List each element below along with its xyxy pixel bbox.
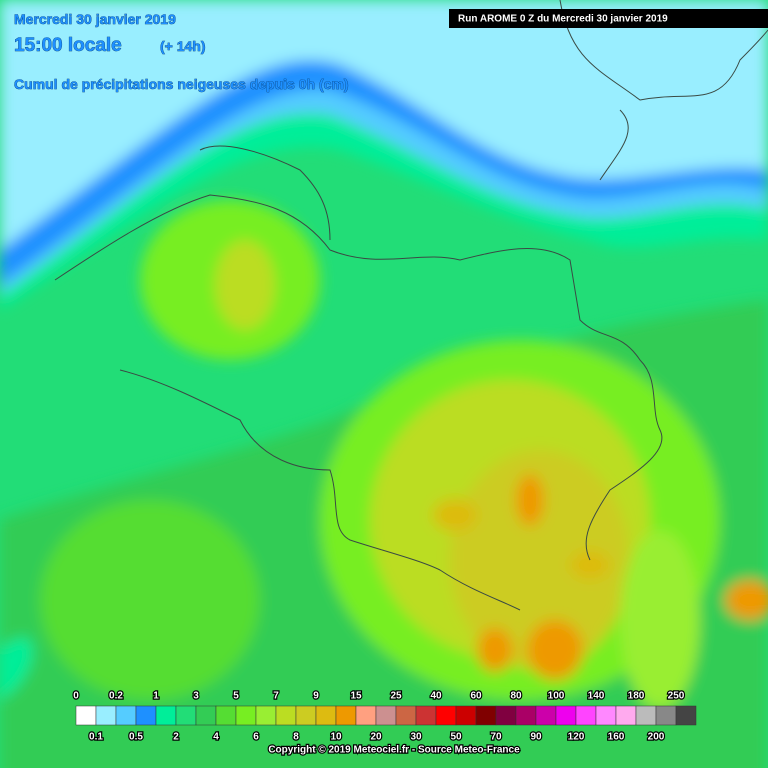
legend-swatch xyxy=(475,705,497,726)
legend-label: 0 xyxy=(73,691,79,702)
legend-swatch xyxy=(515,705,537,726)
legend-swatch xyxy=(535,705,557,726)
legend-label: 120 xyxy=(568,732,585,743)
legend-swatch xyxy=(635,705,657,726)
legend-label: 250 xyxy=(668,691,685,702)
legend-label: 30 xyxy=(410,732,422,743)
legend-label: 0.2 xyxy=(109,691,123,702)
legend-swatch xyxy=(175,705,197,726)
legend-label: 2 xyxy=(173,732,179,743)
legend-label: 9 xyxy=(313,691,319,702)
legend-swatch xyxy=(155,705,177,726)
legend-label: 8 xyxy=(293,732,299,743)
legend-swatch xyxy=(375,705,397,726)
legend-label: 160 xyxy=(608,732,625,743)
legend-swatch xyxy=(95,705,117,726)
subtitle: Cumul de précipitations neigeuses depuis… xyxy=(14,76,349,92)
run-banner xyxy=(449,9,768,28)
legend-label: 7 xyxy=(273,691,279,702)
legend-swatch xyxy=(555,705,577,726)
legend-label: 6 xyxy=(253,732,259,743)
time: 15:00 locale xyxy=(14,35,122,56)
legend-label: 15 xyxy=(350,691,362,702)
legend-label: 1 xyxy=(153,691,159,702)
legend-label: 70 xyxy=(490,732,502,743)
legend-label: 4 xyxy=(213,732,219,743)
legend-swatch xyxy=(215,705,237,726)
legend-swatch xyxy=(415,705,437,726)
legend-label: 140 xyxy=(588,691,605,702)
legend-label: 5 xyxy=(233,691,239,702)
legend-swatch xyxy=(75,705,97,726)
legend-label: 60 xyxy=(470,691,482,702)
legend-swatch xyxy=(435,705,457,726)
legend-label: 10 xyxy=(330,732,342,743)
legend-swatch xyxy=(655,705,677,726)
legend-swatch xyxy=(455,705,477,726)
legend-swatch xyxy=(115,705,137,726)
legend-label: 0.1 xyxy=(89,732,103,743)
legend-swatch xyxy=(315,705,337,726)
legend-label: 0.5 xyxy=(129,732,143,743)
legend-label: 80 xyxy=(510,691,522,702)
legend-label: 3 xyxy=(193,691,199,702)
legend-swatch xyxy=(335,705,357,726)
legend-label: 100 xyxy=(548,691,565,702)
legend-label: 200 xyxy=(648,732,665,743)
offset: (+ 14h) xyxy=(160,38,206,54)
legend: 0 0.1 0.2 0.5 1 2 3 4 5 6 7 8 9 10 15 20 25 30 40 50 60 70 80 9… xyxy=(72,689,697,744)
legend-swatch xyxy=(275,705,297,726)
legend-label: 50 xyxy=(450,732,462,743)
legend-label: 20 xyxy=(370,732,382,743)
copyright: Copyright © 2019 Meteociel.fr - Source M… xyxy=(268,745,520,756)
legend-swatch xyxy=(675,705,697,726)
legend-swatch xyxy=(255,705,277,726)
legend-swatch xyxy=(595,705,617,726)
date: Mercredi 30 janvier 2019 xyxy=(14,11,176,27)
legend-swatch xyxy=(495,705,517,726)
legend-swatch xyxy=(135,705,157,726)
legend-label: 180 xyxy=(628,691,645,702)
legend-swatch xyxy=(295,705,317,726)
legend-swatch xyxy=(395,705,417,726)
legend-label: 25 xyxy=(390,691,402,702)
legend-swatch xyxy=(235,705,257,726)
run-label: Run AROME 0 Z du Mercredi 30 janvier 201… xyxy=(458,14,668,25)
legend-label: 40 xyxy=(430,691,442,702)
legend-swatch xyxy=(195,705,217,726)
borders xyxy=(54,0,768,611)
legend-swatch xyxy=(355,705,377,726)
legend-swatch xyxy=(575,705,597,726)
legend-label: 90 xyxy=(530,732,542,743)
legend-swatch xyxy=(615,705,637,726)
